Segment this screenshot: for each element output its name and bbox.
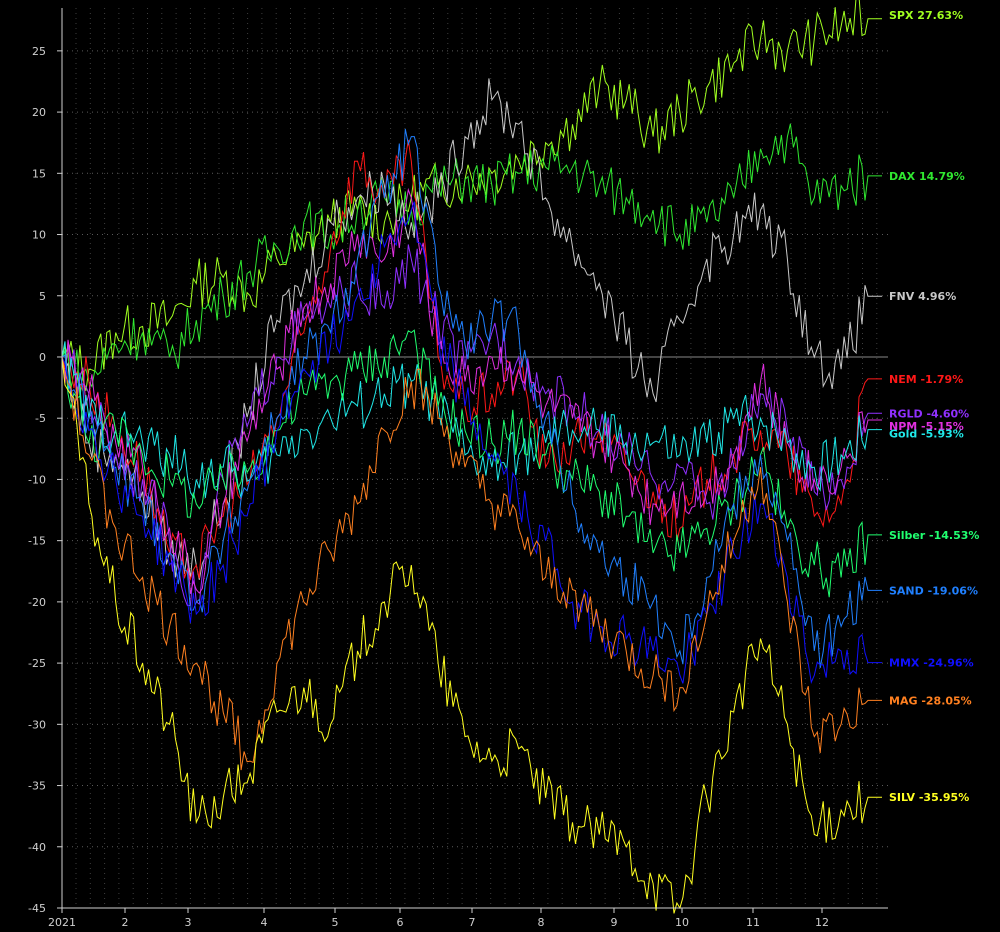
series-line-nem [61,139,882,581]
series-line-rgld [61,244,882,607]
legend-label-silber: Silber -14.53% [889,529,979,542]
x-tick-label: 2 [122,916,129,929]
legend-label-mmx: MMX -24.96% [889,657,974,670]
legend-label-dax: DAX 14.79% [889,170,965,183]
x-tick-label: 4 [261,916,268,929]
series-line-mmx [61,201,882,684]
x-tick-label: 9 [611,916,618,929]
series-line-npm [61,187,882,594]
x-tick-label: 6 [397,916,404,929]
legend-label-rgld: RGLD -4.60% [889,407,969,420]
y-tick-label: -30 [28,718,46,731]
legend: SPX 27.63% DAX 14.79% FNV 4.96% NEM -1.79% R… [889,9,979,804]
series-line-gold [61,341,882,500]
x-tick-label: 11 [746,916,760,929]
y-tick-label: 20 [32,106,46,119]
y-tick-label: 0 [39,351,46,364]
x-tick-label: 3 [185,916,192,929]
y-tick-label: -15 [28,535,46,548]
series-line-silber [61,329,882,598]
series-line-sand [61,128,882,668]
y-tick-label: -20 [28,596,46,609]
y-tick-label: 25 [32,45,46,58]
x-tick-label: 10 [675,916,689,929]
legend-label-mag: MAG -28.05% [889,694,972,707]
x-axis-ticks: 2021 2 3 4 5 6 7 8 9 10 11 12 [48,908,829,929]
x-tick-label: 2021 [48,916,76,929]
legend-label-silv: SILV -35.95% [889,791,969,804]
legend-label-sand: SAND -19.06% [889,584,978,597]
legend-label-gold: Gold -5.93% [889,428,964,441]
y-tick-label: -25 [28,657,46,670]
y-tick-label: -10 [28,473,46,486]
legend-label-spx: SPX 27.63% [889,9,963,22]
series-line-dax [61,123,882,398]
y-tick-label: -35 [28,780,46,793]
x-tick-label: 5 [332,916,339,929]
y-tick-label: -40 [28,841,46,854]
series-line-silv [61,356,882,914]
legend-label-npm: NPM -5.15% [889,420,964,433]
series-line-spx [61,0,882,392]
legend-label-nem: NEM -1.79% [889,373,963,386]
x-tick-label: 12 [815,916,829,929]
series-lines [61,0,882,914]
legend-label-fnv: FNV 4.96% [889,290,956,303]
y-tick-label: 15 [32,167,46,180]
grid [62,8,888,909]
y-tick-label: 10 [32,229,46,242]
y-axis-ticks: 25 20 15 10 5 0 -5 -10 -15 -20 -25 -30 -35 -40 -45 [28,45,62,915]
y-tick-label: -45 [28,902,46,915]
x-tick-label: 8 [538,916,545,929]
series-line-mag [61,356,882,771]
y-tick-label: 5 [39,290,46,303]
y-tick-label: -5 [35,412,46,425]
x-tick-label: 7 [469,916,476,929]
